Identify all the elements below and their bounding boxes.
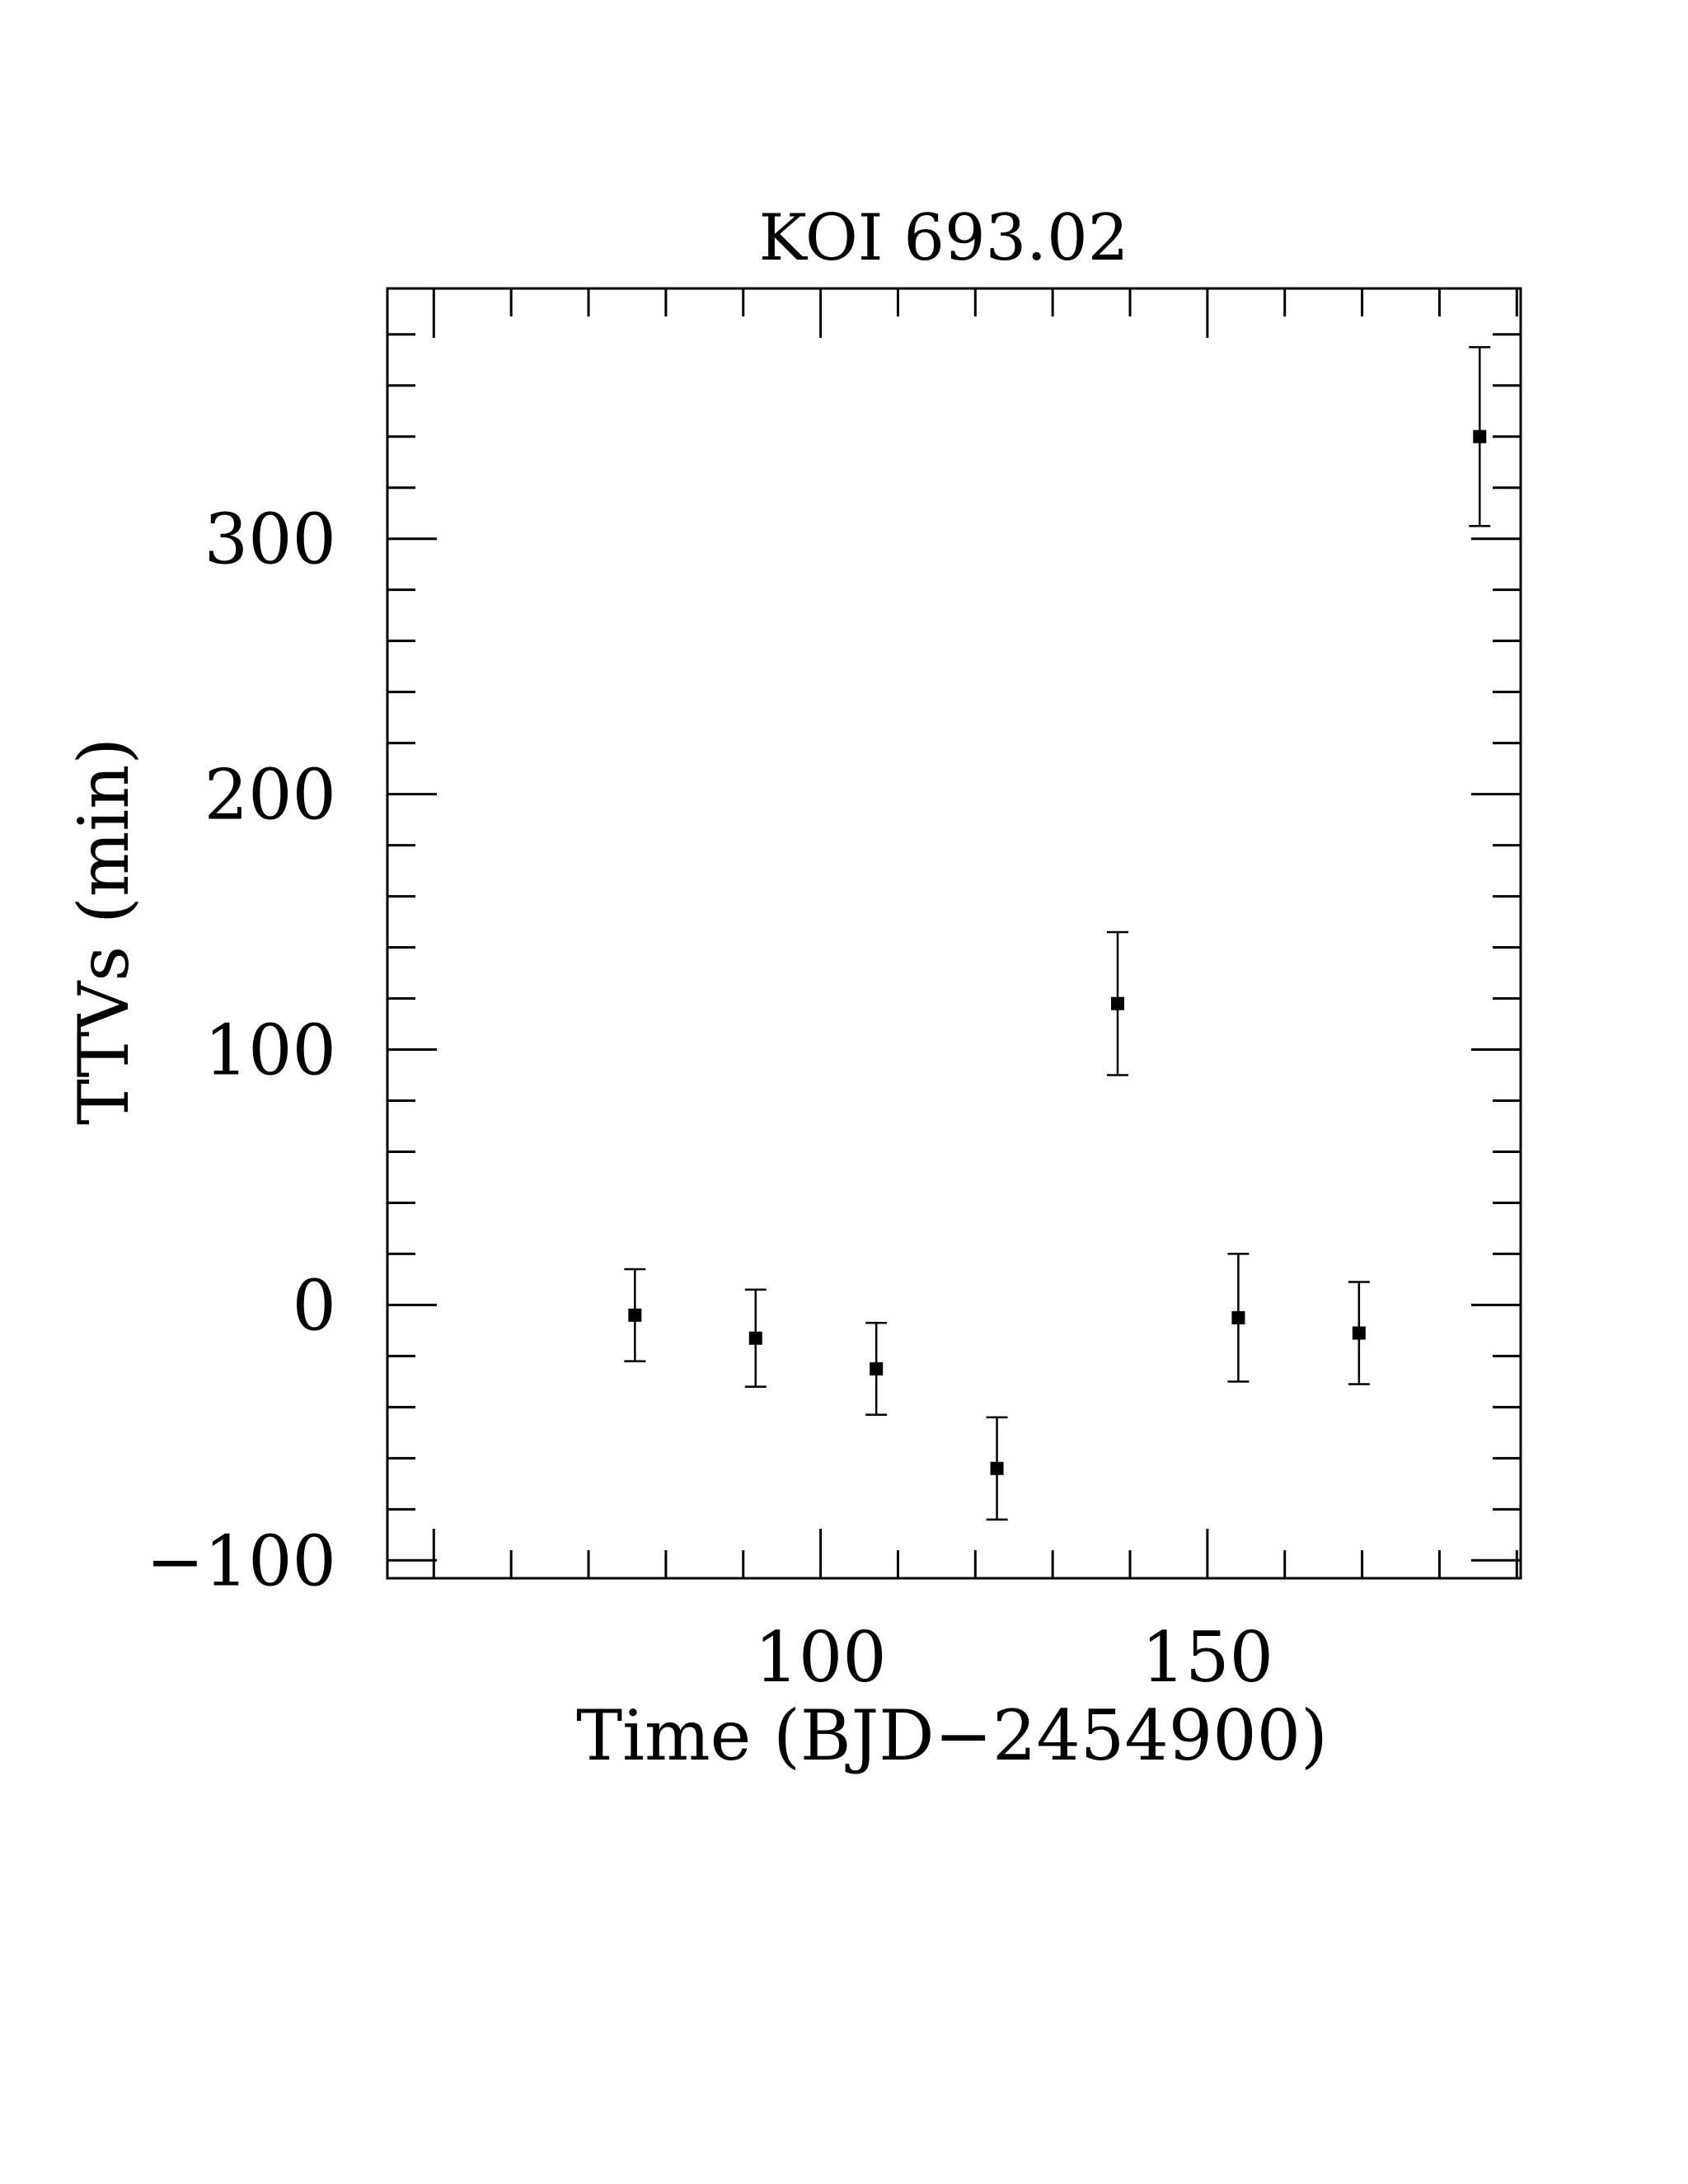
point-marker <box>1111 996 1125 1010</box>
axis-ticks <box>387 288 1521 1578</box>
y-tick-label: −100 <box>146 1521 336 1601</box>
chart-title: KOI 693.02 <box>759 201 1129 275</box>
data-point <box>1348 1281 1370 1385</box>
point-marker <box>628 1308 642 1322</box>
data-point <box>624 1268 646 1362</box>
data-point <box>1469 346 1491 527</box>
y-tick-label: 200 <box>204 755 336 836</box>
data-point <box>744 1288 767 1388</box>
y-axis-label: TTVs (min) <box>63 738 144 1125</box>
point-marker <box>1231 1310 1245 1324</box>
data-point <box>986 1416 1008 1521</box>
x-tick-label: 100 <box>754 1617 886 1698</box>
plot-frame <box>386 287 1522 1580</box>
point-marker <box>1473 429 1487 443</box>
point-marker <box>1352 1326 1366 1340</box>
data-point <box>865 1321 888 1416</box>
data-points <box>624 346 1491 1521</box>
point-marker <box>990 1461 1004 1475</box>
y-tick-label: 0 <box>293 1265 336 1346</box>
y-tick-label: 100 <box>204 1010 336 1091</box>
x-tick-label: 150 <box>1142 1617 1273 1698</box>
y-tick-label: 300 <box>204 499 336 580</box>
x-axis-label: Time (BJD−2454900) <box>576 1695 1328 1776</box>
data-point <box>1107 930 1129 1076</box>
data-point <box>1227 1253 1250 1383</box>
axis-tick-labels: 100 150 −100 0 100 200 300 <box>146 499 1273 1698</box>
point-marker <box>870 1361 884 1376</box>
point-marker <box>748 1331 762 1345</box>
